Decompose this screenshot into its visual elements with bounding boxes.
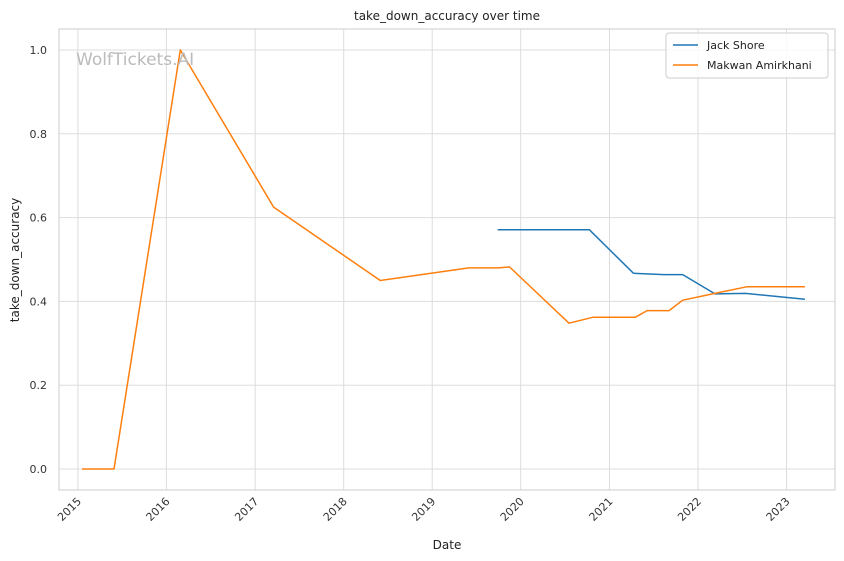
x-tick-label: 2020 [498, 495, 527, 524]
x-tick-label: 2016 [144, 495, 173, 524]
grid-lines [59, 29, 835, 490]
y-axis-label: take_down_accuracy [8, 198, 22, 322]
legend-label-makwan-amirkhani: Makwan Amirkhani [707, 59, 812, 72]
legend-label-jack-shore: Jack Shore [706, 39, 765, 52]
x-tick-label: 2015 [55, 495, 84, 524]
x-tick-labels: 2015 2016 2017 2018 2019 2020 2021 2022 2023 [55, 495, 793, 524]
legend: Jack Shore Makwan Amirkhani [665, 32, 829, 79]
series-line-makwan-amirkhani [82, 49, 805, 470]
y-tick-label: 1.0 [30, 44, 48, 57]
watermark: WolfTickets.AI [76, 50, 194, 70]
series-layer [82, 49, 805, 470]
x-tick-label: 2022 [675, 495, 704, 524]
series-line-jack-shore [497, 228, 805, 301]
legend-box [665, 32, 829, 79]
x-tick-label: 2018 [321, 495, 350, 524]
y-tick-label: 0.6 [30, 212, 48, 225]
chart-title: take_down_accuracy over time [354, 9, 540, 23]
y-tick-labels: 0.0 0.2 0.4 0.6 0.8 1.0 [30, 44, 48, 476]
x-tick-label: 2017 [232, 495, 261, 524]
x-tick-label: 2019 [409, 495, 438, 524]
plot-frame [58, 28, 836, 491]
y-tick-label: 0.0 [30, 463, 48, 476]
x-axis-label: Date [433, 538, 462, 552]
y-tick-label: 0.4 [30, 295, 48, 308]
plot-background [59, 29, 835, 490]
x-tick-label: 2021 [587, 495, 616, 524]
x-tick-label: 2023 [764, 495, 793, 524]
y-tick-label: 0.2 [30, 379, 48, 392]
y-tick-label: 0.8 [30, 128, 48, 141]
